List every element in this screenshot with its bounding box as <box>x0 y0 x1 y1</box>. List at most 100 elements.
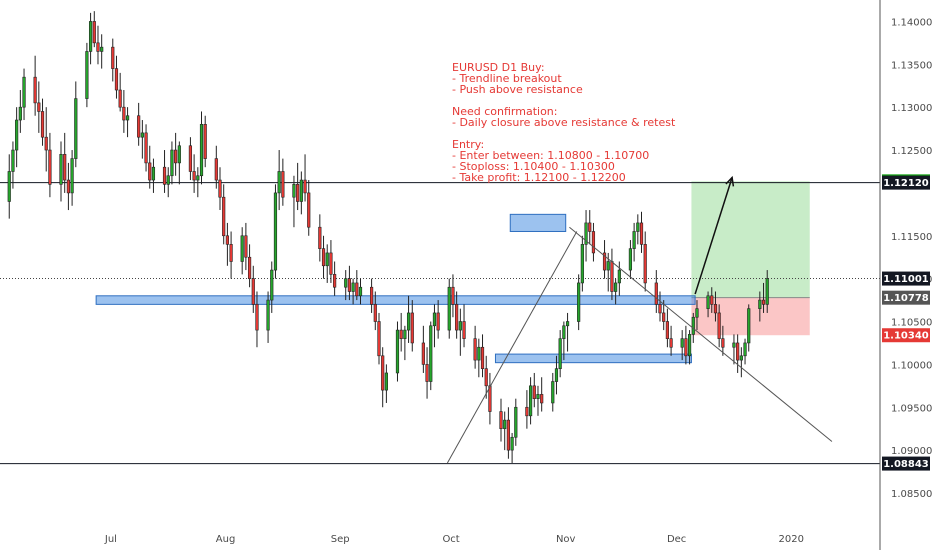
candle-body-90 <box>462 321 466 339</box>
y-tick-label-9: 1.09500 <box>891 403 932 414</box>
candle-body-22 <box>114 68 119 91</box>
y-tick-label-10: 1.09000 <box>891 446 932 457</box>
candle-body-134 <box>691 316 695 335</box>
time-axis[interactable]: Jul Aug Sep Oct Nov Dec 2020 <box>104 534 804 545</box>
candle-body-5 <box>22 76 26 108</box>
candle-body-9 <box>44 136 48 151</box>
y-tick-label-1: 1.14000 <box>891 17 932 28</box>
candle-body-30 <box>151 166 156 181</box>
price-axis[interactable]: 1.140001.135001.130001.125001.115001.110… <box>891 17 932 500</box>
candle-body-37 <box>192 171 196 181</box>
candle-body-108 <box>558 338 562 369</box>
candle-body-32 <box>166 175 170 185</box>
candle-body-29 <box>148 162 152 181</box>
candle-body-137 <box>710 295 714 305</box>
candle-body-92 <box>477 346 481 361</box>
candle-body-46 <box>240 235 244 262</box>
candle-body-33 <box>170 149 174 177</box>
candle-body-38 <box>196 175 200 181</box>
candle-body-67 <box>347 278 352 292</box>
annotation-line-9: - Enter between: 1.10800 - 1.10700 <box>452 149 649 162</box>
candle-body-31 <box>162 166 167 185</box>
x-tick-label-1: Jul <box>104 534 117 545</box>
candle-body-48 <box>247 256 252 279</box>
candle-body-123 <box>636 222 640 232</box>
candle-body-7 <box>37 102 41 112</box>
candle-body-95 <box>488 385 492 412</box>
candle-body-148 <box>765 278 769 305</box>
candle-body-27 <box>140 132 144 138</box>
arrow-head <box>725 175 735 187</box>
y-tick-label-7: 1.10500 <box>891 318 932 329</box>
y-tick-label-2: 1.13500 <box>891 60 932 71</box>
price-badge-label-3: 1.11001 <box>883 274 929 285</box>
candle-body-10 <box>48 149 52 185</box>
candle-body-49 <box>251 278 255 305</box>
candle-body-146 <box>758 299 762 309</box>
candle-body-120 <box>617 269 621 284</box>
candle-body-72 <box>373 304 377 322</box>
candle-body-65 <box>333 274 337 288</box>
candle-body-16 <box>85 51 89 99</box>
candle-body-76 <box>395 329 400 374</box>
price-badge-label-6: 1.08843 <box>883 459 929 470</box>
candle-body-55 <box>281 171 285 198</box>
candle-body-125 <box>643 244 647 284</box>
candle-body-54 <box>277 171 281 194</box>
candle-body-101 <box>525 406 529 417</box>
candle-body-20 <box>100 46 104 52</box>
candle-body-145 <box>747 308 751 344</box>
annotation-line-1: EURUSD D1 Buy: <box>452 61 545 74</box>
candle-body-14 <box>70 158 74 194</box>
candle-body-42 <box>218 179 222 198</box>
arrow-shaft <box>694 177 733 295</box>
candle-body-131 <box>680 338 684 348</box>
candle-body-85 <box>436 312 440 331</box>
candle-body-140 <box>721 338 725 348</box>
candle-body-83 <box>429 325 433 382</box>
candle-body-88 <box>455 304 459 331</box>
candle-body-109 <box>562 325 566 339</box>
candle-body-2 <box>11 149 15 172</box>
candle-body-138 <box>713 304 718 314</box>
candle-body-98 <box>506 419 510 451</box>
candle-body-135 <box>695 308 699 318</box>
annotation-line-11: - Take profit: 1.12100 - 1.12200 <box>452 171 626 184</box>
candle-body-52 <box>270 269 274 301</box>
candle-body-93 <box>480 346 485 369</box>
candle-body-96 <box>499 411 503 429</box>
candle-body-115 <box>591 231 596 254</box>
price-badge-label-5: 1.10340 <box>883 331 929 342</box>
candle-body-116 <box>602 252 607 271</box>
candle-body-122 <box>632 231 636 249</box>
candle-body-73 <box>377 321 381 357</box>
annotation-line-2: - Trendline breakout <box>452 72 562 85</box>
candle-body-144 <box>743 342 747 357</box>
x-tick-label-5: Nov <box>556 534 576 545</box>
candle-body-12 <box>63 154 67 181</box>
candle-body-119 <box>614 282 618 292</box>
candle-body-107 <box>554 368 559 382</box>
candle-body-47 <box>244 235 248 258</box>
candle-body-142 <box>736 342 740 361</box>
candle-body-45 <box>229 244 233 262</box>
candle-body-59 <box>303 179 307 194</box>
candle-body-11 <box>59 154 63 185</box>
candle-body-19 <box>96 42 100 52</box>
candle-body-78 <box>403 329 407 339</box>
candle-body-39 <box>199 124 204 177</box>
candle-body-118 <box>610 261 614 292</box>
candle-body-69 <box>355 282 359 297</box>
price-badges: 1.121351.121201.110011.107781.103401.088… <box>882 174 930 471</box>
candle-body-13 <box>66 179 70 194</box>
y-tick-label-4: 1.12500 <box>891 146 932 157</box>
candle-body-70 <box>358 286 363 297</box>
candle-body-89 <box>458 321 462 331</box>
target-arrow <box>694 175 735 295</box>
candle-body-17 <box>88 21 93 52</box>
x-tick-label-7: 2020 <box>779 534 804 545</box>
candle-body-57 <box>296 184 300 202</box>
candle-body-66 <box>344 278 348 288</box>
candle-body-8 <box>40 111 45 138</box>
